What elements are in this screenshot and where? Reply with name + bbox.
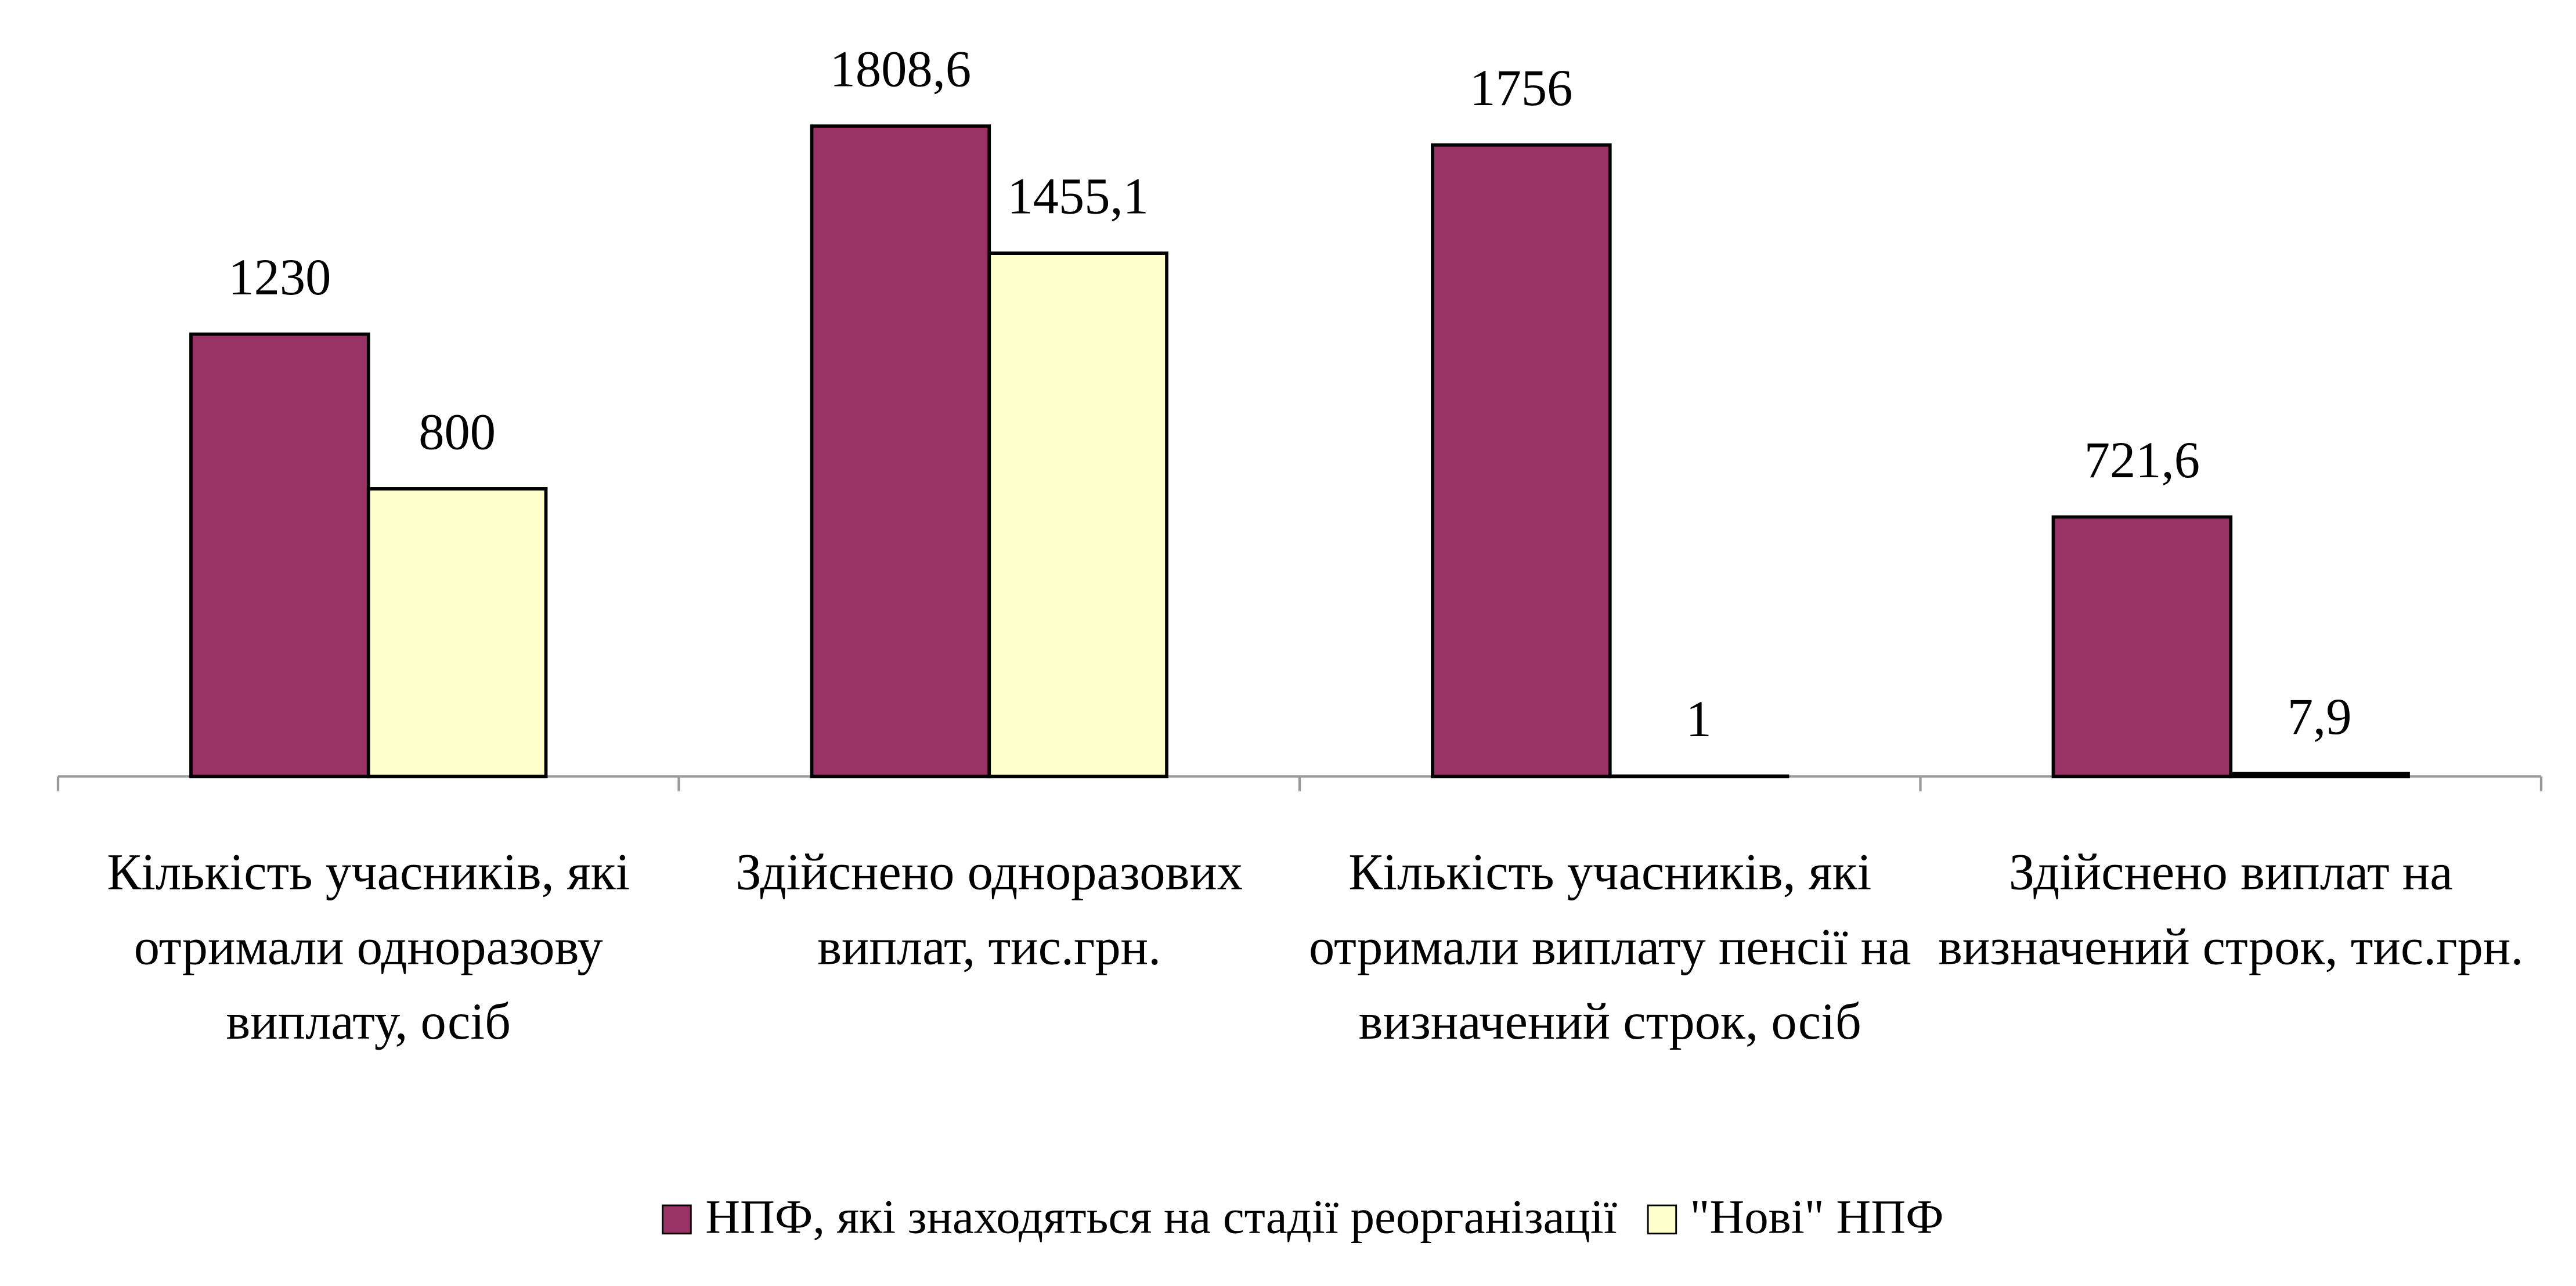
- x-tick-label: Здійснено одноразових виплат, тис.грн.: [735, 842, 1243, 976]
- value-label: 7,9: [2288, 689, 2352, 745]
- x-tick-label: Здійснено виплат на визначений строк, ти…: [1938, 842, 2524, 976]
- legend-swatch: [662, 1204, 692, 1234]
- x-tick-label: Кількість учасників, які отримали виплат…: [1309, 842, 1911, 1050]
- x-tick-label: Кількість учасників, які отримали однора…: [107, 842, 630, 1050]
- value-label: 1455,1: [1007, 168, 1149, 225]
- bar: [366, 487, 548, 779]
- bar: [189, 332, 370, 779]
- legend-label: НПФ, які знаходяться на стадії реорганіз…: [705, 1191, 1617, 1245]
- value-label: 1756: [1470, 60, 1572, 117]
- bar: [2229, 772, 2410, 779]
- bar: [2051, 515, 2233, 779]
- bar: [1431, 143, 1612, 779]
- value-label: 721,6: [2084, 432, 2200, 489]
- bar: [987, 251, 1168, 779]
- value-label: 1: [1686, 691, 1711, 748]
- bar: [1608, 774, 1790, 779]
- value-label: 800: [418, 404, 496, 460]
- value-label: 1230: [228, 249, 331, 306]
- bar: [810, 124, 991, 779]
- legend-label: "Нові" НПФ: [1690, 1191, 1944, 1245]
- legend-swatch: [1647, 1204, 1677, 1234]
- value-label: 1808,6: [830, 41, 972, 98]
- legend: НПФ, які знаходяться на стадії реорганіз…: [0, 1191, 2576, 1246]
